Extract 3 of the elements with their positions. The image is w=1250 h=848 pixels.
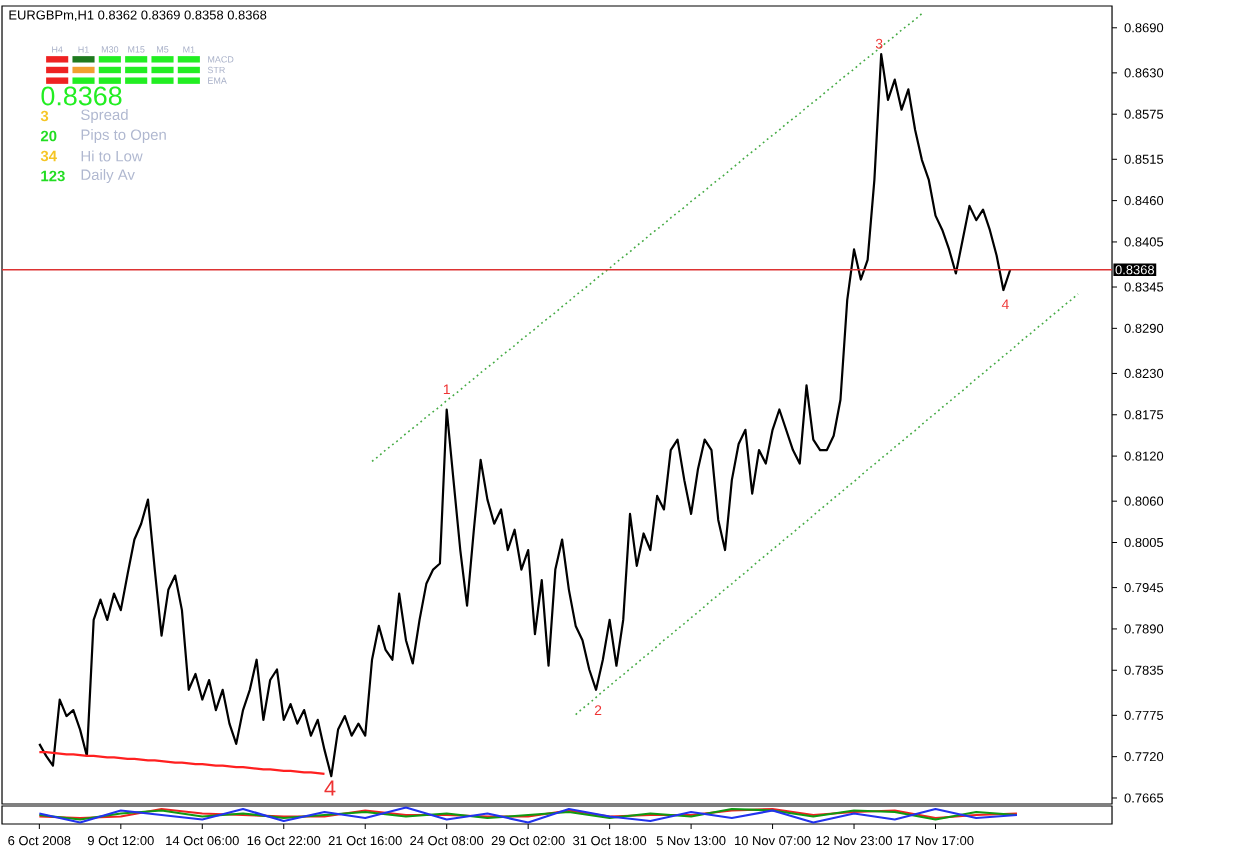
annotation: 4 [324,780,336,796]
annotation: 0.8368 [41,86,122,106]
line-series [574,292,1079,716]
